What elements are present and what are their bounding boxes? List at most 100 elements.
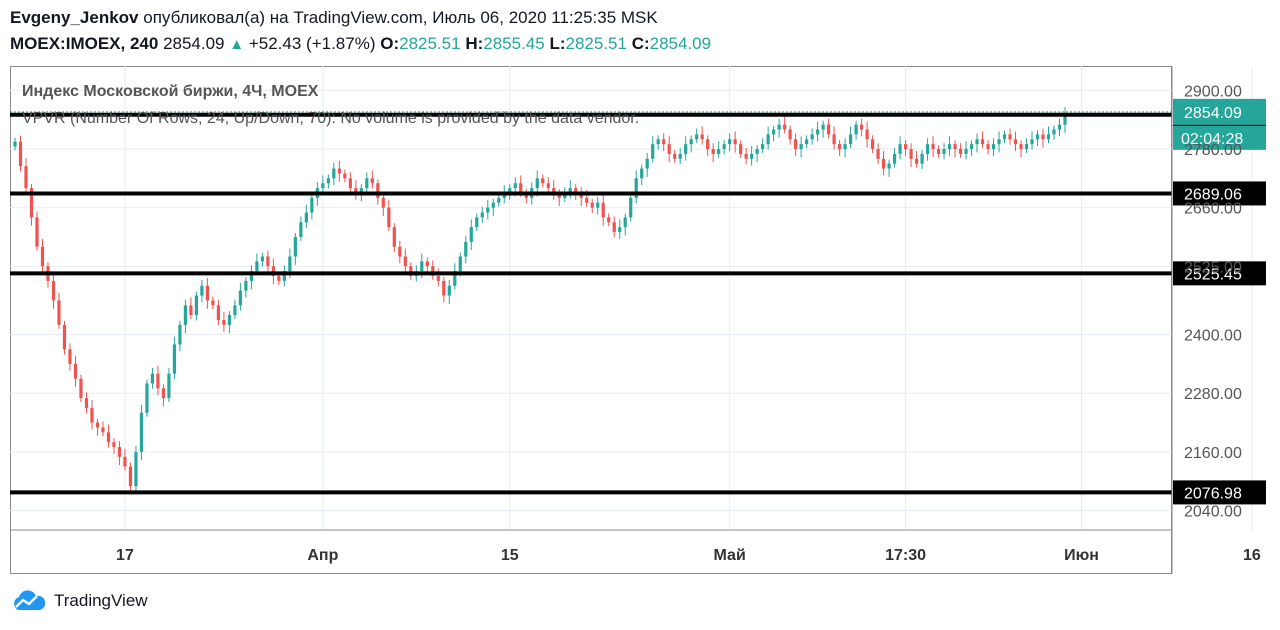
candle-body (128, 466, 133, 487)
tradingview-logo[interactable]: TradingView (10, 590, 148, 612)
candle-body (332, 168, 336, 179)
candle-body (596, 202, 600, 208)
candle-body (986, 144, 990, 150)
candle-body (260, 256, 264, 262)
candle-body (969, 144, 974, 150)
candle-body (398, 246, 402, 257)
candle-body (667, 144, 671, 154)
level-price-label: 2076.98 (1184, 485, 1242, 502)
x-tick-label: 15 (501, 547, 519, 564)
candle-body (854, 124, 858, 135)
symbol-line: MOEX:IMOEX, 240 2854.09 ▲ +52.43 (+1.87%… (10, 34, 711, 54)
candle-body (134, 451, 138, 487)
candle-body (458, 256, 462, 272)
candle-body (761, 144, 765, 150)
level-price-label: 2689.06 (1184, 186, 1242, 203)
candle-body (755, 149, 759, 154)
candle-body (744, 153, 748, 159)
candle-body (519, 183, 523, 193)
candle-body (1002, 134, 1007, 140)
candle-body (200, 285, 204, 296)
candle-body (810, 134, 814, 140)
level-price-box (1173, 181, 1266, 206)
candle-body (898, 144, 902, 154)
level-price-box (1173, 480, 1266, 505)
candle-body (79, 378, 83, 399)
high-value: 2855.45 (483, 34, 545, 53)
candle-body (980, 139, 985, 145)
candle-body (673, 153, 677, 159)
level-price-box (1173, 261, 1266, 286)
candle-body (282, 271, 286, 281)
candle-body (607, 217, 611, 223)
candle-body (590, 202, 594, 208)
candle-body (244, 280, 248, 291)
candle-body (497, 197, 501, 203)
candle-body (513, 183, 517, 189)
candle-body (24, 166, 28, 189)
candle-body (772, 129, 776, 135)
author-name[interactable]: Evgeny_Jenkov (10, 8, 139, 27)
x-tick-label: Май (714, 547, 746, 564)
candle-body (799, 144, 803, 150)
candle-body (601, 202, 605, 218)
candle-body (640, 168, 644, 179)
candle-body (739, 144, 743, 154)
y-tick-label: 2660.00 (1184, 201, 1242, 218)
candle-body (156, 373, 160, 389)
candle-body (216, 305, 221, 320)
candle-body (876, 149, 880, 159)
y-tick-label: 2780.00 (1184, 142, 1242, 159)
candle-body (827, 124, 831, 135)
candle-body (150, 373, 155, 384)
candle-body (211, 300, 215, 306)
candle-body (222, 319, 226, 325)
candle-body (612, 222, 616, 233)
candle-body (794, 139, 798, 150)
candle-body (233, 305, 237, 316)
candle-body (535, 178, 539, 189)
x-tick-label: 17 (116, 547, 134, 564)
candle-body (849, 134, 853, 145)
candle-body (656, 139, 660, 145)
candle-body (585, 197, 589, 203)
candle-body (35, 217, 39, 247)
candle-body (425, 261, 429, 267)
candle-body (777, 124, 781, 130)
brand-name: TradingView (54, 591, 148, 610)
candle-body (183, 305, 188, 325)
candle-body (271, 266, 275, 277)
candle-body (348, 178, 352, 189)
candle-body (13, 141, 17, 147)
candle-body (491, 202, 495, 208)
candle-body (123, 456, 127, 467)
candle-body (689, 139, 693, 145)
candle-body (700, 134, 704, 140)
candle-body (249, 271, 253, 281)
candle-body (167, 373, 171, 399)
candle-body (403, 256, 407, 267)
low-label: L: (549, 34, 566, 53)
candle-body (359, 188, 363, 193)
candle-body (931, 144, 935, 150)
published-text: опубликовал(а) на TradingView.com, Июль … (143, 8, 658, 27)
candle-body (139, 412, 144, 452)
candle-body (304, 212, 308, 223)
x-tick-label: Июн (1064, 547, 1099, 564)
candle-body (958, 149, 963, 154)
candle-body (788, 129, 792, 140)
candle-body (84, 398, 89, 408)
y-tick-label: 2400.00 (1184, 328, 1242, 345)
candle-body (1063, 114, 1067, 125)
candle-body (51, 280, 56, 301)
close-value: 2854.09 (649, 34, 712, 53)
candle-body (321, 183, 325, 189)
candle-body (816, 129, 820, 135)
candle-body (508, 188, 512, 193)
candle-body (68, 349, 72, 364)
current-price-label: 2854.09 (1184, 105, 1242, 122)
candle-body (706, 139, 710, 150)
candle-body (370, 178, 374, 184)
candle-body (1041, 134, 1045, 140)
